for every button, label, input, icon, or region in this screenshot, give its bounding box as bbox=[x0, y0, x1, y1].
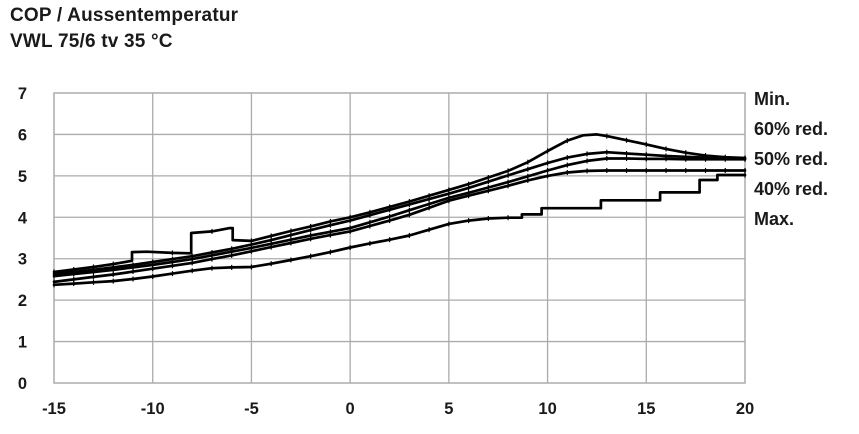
series-60-red bbox=[52, 150, 747, 276]
chart-subtitle: VWL 75/6 tv 35 °C bbox=[10, 31, 173, 52]
x-tick-label: 20 bbox=[736, 400, 754, 418]
y-tick-label: 3 bbox=[18, 251, 27, 269]
x-tick-label: 0 bbox=[346, 400, 355, 418]
y-tick-label: 2 bbox=[18, 292, 27, 310]
legend-item-2: 60% red. bbox=[754, 119, 829, 139]
x-tick-label: -5 bbox=[244, 400, 259, 418]
y-tick-label: 0 bbox=[18, 375, 27, 393]
y-tick-label: 6 bbox=[18, 126, 27, 144]
chart-legend: Min. 60% red. 50% red. 40% red. Max. bbox=[754, 84, 828, 234]
y-tick-label: 7 bbox=[18, 85, 27, 103]
x-tick-label: -15 bbox=[42, 400, 66, 418]
y-tick-label: 4 bbox=[18, 209, 28, 227]
x-tick-label: 10 bbox=[538, 400, 556, 418]
x-tick-label: 5 bbox=[444, 400, 453, 418]
legend-item-1: Min. bbox=[754, 89, 790, 109]
series-40-red bbox=[52, 169, 747, 284]
x-tick-label: -10 bbox=[141, 400, 165, 418]
series-50-red bbox=[52, 157, 747, 278]
y-tick-label: 1 bbox=[18, 334, 27, 352]
legend-item-5: Max. bbox=[754, 209, 795, 229]
plot-border bbox=[53, 92, 746, 384]
chart-title-block: COP / Aussentemperatur VWL 75/6 tv 35 °C bbox=[10, 3, 238, 55]
legend-item-4: 40% red. bbox=[754, 179, 829, 199]
y-tick-label: 5 bbox=[18, 168, 27, 186]
chart-title: COP / Aussentemperatur bbox=[10, 5, 239, 26]
x-tick-label: 15 bbox=[637, 400, 655, 418]
legend-item-3: 50% red. bbox=[754, 149, 829, 169]
